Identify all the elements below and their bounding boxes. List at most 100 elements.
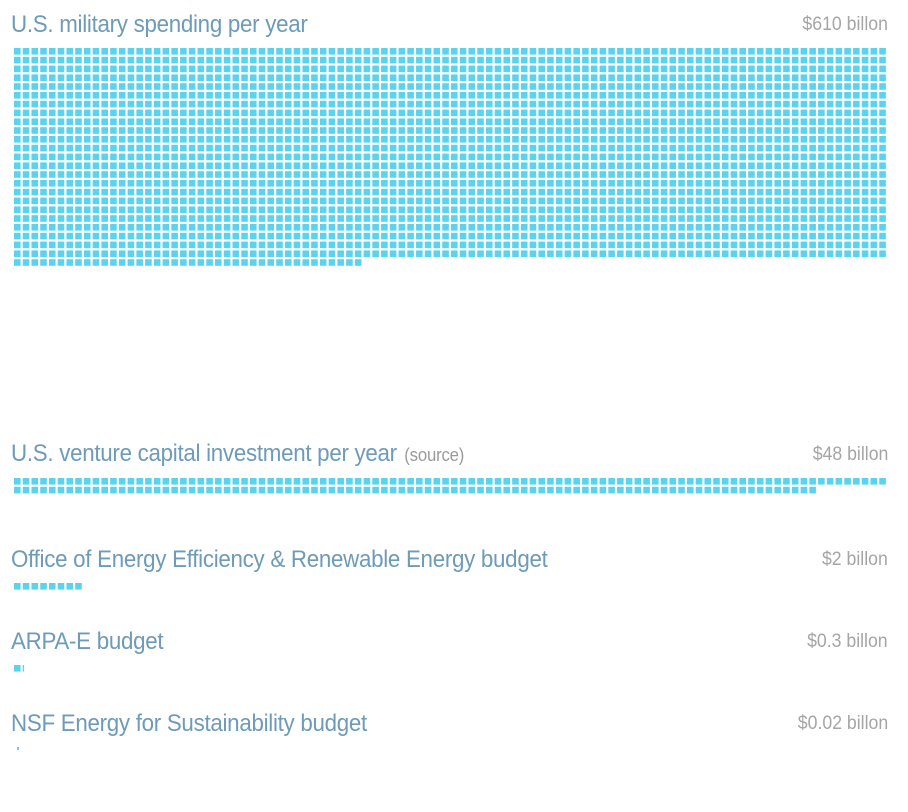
square-mark: [468, 74, 476, 81]
square-mark: [800, 56, 808, 64]
square-mark: [354, 127, 362, 134]
square-mark: [861, 127, 869, 134]
square-mark: [14, 224, 21, 231]
square-mark: [83, 171, 91, 178]
square-mark: [721, 127, 729, 134]
row-value: $48 billon: [812, 444, 888, 465]
square-mark: [363, 109, 371, 117]
square-mark: [337, 74, 344, 81]
square-mark: [468, 250, 476, 257]
square-mark: [818, 162, 825, 169]
square-mark: [346, 153, 353, 161]
square-mark: [110, 171, 117, 178]
square-mark: [765, 171, 773, 178]
source-link[interactable]: (source): [404, 445, 465, 465]
square-mark: [83, 83, 91, 90]
square-mark: [302, 109, 310, 117]
square-mark: [346, 83, 353, 90]
square-mark: [608, 153, 615, 161]
square-mark: [197, 486, 205, 494]
square-mark: [599, 250, 607, 257]
square-mark: [267, 74, 275, 81]
square-mark: [328, 215, 336, 222]
square-mark: [826, 215, 834, 222]
square-mark: [145, 259, 152, 266]
row-label: Office of Energy Efficiency & Renewable …: [11, 545, 548, 575]
square-mark: [547, 109, 554, 117]
square-mark: [398, 100, 406, 108]
square-mark: [643, 92, 650, 99]
square-mark: [206, 224, 213, 231]
square-mark: [232, 171, 240, 178]
square-mark: [713, 224, 720, 231]
square-mark: [57, 486, 65, 494]
square-mark: [529, 232, 537, 240]
square-mark: [328, 232, 336, 240]
square-mark: [573, 118, 580, 125]
square-mark: [153, 83, 161, 90]
square-mark: [424, 118, 432, 125]
square-mark: [22, 232, 30, 240]
square-mark: [14, 197, 21, 205]
square-mark: [188, 232, 196, 240]
square-mark: [153, 48, 161, 55]
square-mark: [398, 215, 406, 222]
square-mark: [503, 478, 511, 485]
square-mark: [284, 118, 292, 125]
square-mark: [57, 83, 65, 90]
square-mark: [258, 48, 266, 55]
square-mark: [555, 171, 563, 178]
square-mark: [678, 232, 685, 240]
square-mark: [276, 171, 283, 178]
square-mark: [512, 241, 519, 249]
square-mark: [538, 486, 545, 494]
square-mark: [442, 100, 449, 108]
square-mark: [249, 188, 257, 196]
square-mark: [791, 180, 799, 187]
square-mark: [617, 48, 624, 55]
square-mark: [538, 83, 545, 90]
square-mark: [774, 224, 781, 231]
row-header: ARPA-E budget $0.3 billon: [11, 627, 888, 657]
square-mark: [529, 144, 537, 152]
square-mark: [92, 478, 100, 485]
square-mark: [809, 197, 816, 205]
square-mark: [748, 83, 755, 90]
square-mark: [284, 250, 292, 257]
square-mark: [66, 100, 74, 108]
square-mark: [83, 118, 91, 125]
square-mark: [520, 109, 528, 117]
square-mark: [713, 486, 720, 494]
square-mark: [83, 162, 91, 169]
square-mark: [153, 153, 161, 161]
square-mark: [686, 215, 694, 222]
square-mark: [529, 180, 537, 187]
square-mark: [433, 215, 441, 222]
square-mark: [241, 171, 248, 178]
square-mark: [363, 56, 371, 64]
square-mark: [433, 109, 441, 117]
square-mark: [713, 65, 720, 73]
square-mark: [582, 136, 589, 143]
square-mark: [31, 144, 39, 152]
square-mark: [223, 241, 231, 249]
square-mark: [346, 65, 353, 73]
square-mark: [40, 180, 47, 187]
square-mark: [92, 206, 100, 213]
square-mark: [162, 232, 170, 240]
square-mark: [879, 478, 886, 485]
square-mark: [826, 162, 834, 169]
square-mark: [241, 162, 248, 169]
square-mark: [748, 215, 755, 222]
square-mark: [276, 162, 283, 169]
square-mark: [485, 118, 493, 125]
square-mark: [468, 232, 476, 240]
square-mark: [730, 250, 738, 257]
square-mark: [424, 153, 432, 161]
square-mark: [721, 100, 729, 108]
square-mark: [381, 206, 388, 213]
square-mark: [538, 215, 545, 222]
square-mark: [101, 188, 108, 196]
square-mark: [748, 74, 755, 81]
square-mark: [188, 136, 196, 143]
